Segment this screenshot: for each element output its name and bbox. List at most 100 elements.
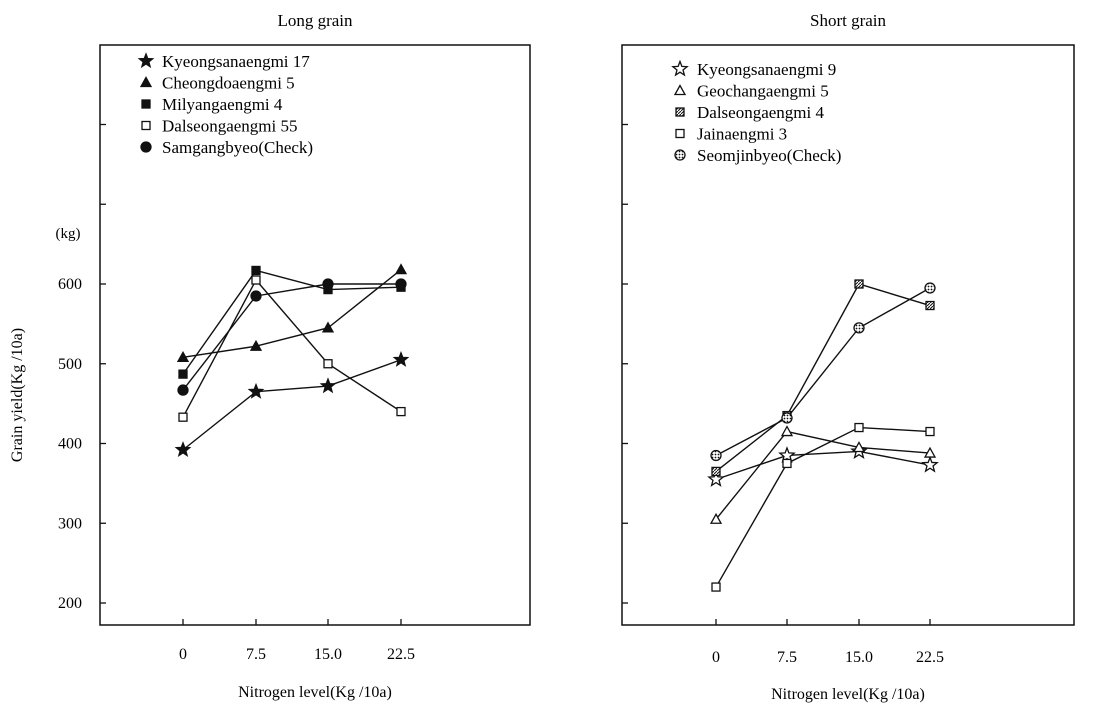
data-point [323, 359, 333, 369]
legend-label: Cheongdoaengmi 5 [162, 74, 295, 93]
data-point [174, 441, 192, 458]
data-point [251, 275, 261, 285]
x-tick-label: 15.0 [845, 649, 873, 666]
data-point [394, 263, 408, 275]
series-line [182, 269, 402, 375]
x-tick-label: 22.5 [916, 649, 944, 666]
series-line [715, 287, 931, 457]
y-axis-ticks [622, 123, 628, 604]
panel-short-grain: Short grain Nitrogen level(Kg /10a) 0 7.5… [621, 11, 1075, 703]
x-axis-title: Nitrogen level(Kg /10a) [771, 686, 925, 703]
legend-marker [674, 149, 686, 161]
x-tick-label: 0 [712, 649, 720, 666]
data-point [319, 377, 337, 394]
legend-label: Kyeongsanaengmi 17 [162, 52, 310, 71]
series-line [182, 269, 402, 359]
legend-label: Dalseongaengmi 4 [697, 103, 824, 122]
legend-label: Geochangaengmi 5 [697, 82, 829, 101]
legend-marker [671, 59, 689, 77]
chart-title: Long grain [277, 11, 353, 30]
series-line [182, 283, 401, 391]
data-point [780, 425, 794, 437]
x-tick-label: 22.5 [387, 646, 415, 663]
y-tick-label: 300 [58, 515, 82, 532]
x-tick-label: 7.5 [777, 649, 797, 666]
legend: Kyeongsanaengmi 17 Cheongdoaengmi 5 Milyan… [137, 52, 313, 157]
legend-marker [141, 120, 151, 131]
series-line [182, 278, 402, 418]
data-point [711, 582, 721, 592]
legend-marker [140, 141, 152, 153]
data-point [321, 321, 335, 333]
data-point [176, 351, 190, 363]
data-point [854, 422, 864, 433]
series-markers [174, 263, 410, 458]
y-tick-label: 400 [58, 436, 82, 453]
series-line [182, 359, 402, 451]
series-line [715, 283, 931, 472]
x-axis-ticks: 0 7.5 15.0 22.5 [179, 619, 415, 663]
data-point [396, 406, 406, 417]
series-line [715, 430, 931, 520]
data-point [925, 426, 935, 437]
legend-marker [675, 128, 685, 139]
y-tick-label: 500 [58, 356, 82, 373]
series-lines [715, 283, 931, 588]
chart-title: Short grain [810, 11, 887, 30]
data-point [853, 322, 865, 334]
x-tick-label: 7.5 [246, 646, 266, 663]
data-point [395, 278, 407, 290]
legend-label: Samgangbyeo(Check) [162, 138, 313, 157]
data-point [392, 350, 410, 367]
y-axis-title: Grain yield(Kg /10a) [9, 328, 26, 462]
data-point [778, 446, 796, 464]
data-point [781, 412, 793, 424]
legend-marker [137, 52, 155, 69]
data-point [925, 300, 935, 311]
x-axis-title: Nitrogen level(Kg /10a) [238, 684, 392, 701]
data-point [924, 282, 936, 294]
data-point [923, 446, 937, 458]
series-line [715, 426, 931, 588]
data-point [852, 441, 866, 453]
legend-label: Kyeongsanaengmi 9 [697, 60, 836, 79]
y-axis-ticks: 200 300 400 500 600 [58, 123, 106, 612]
series-line [715, 450, 931, 481]
legend-label: Milyangaengmi 4 [162, 95, 283, 114]
legend-marker [675, 107, 685, 117]
legend: Kyeongsanaengmi 9 Geochangaengmi 5 Dalseon… [671, 59, 841, 165]
plot-frame [621, 44, 1075, 626]
data-point [707, 470, 725, 487]
data-point [177, 384, 189, 396]
data-point [247, 382, 265, 399]
series-markers [707, 279, 939, 592]
x-tick-label: 15.0 [314, 646, 342, 663]
data-point [782, 458, 792, 469]
y-unit-label: (kg) [56, 226, 81, 242]
legend-label: Jainaengmi 3 [697, 125, 787, 144]
y-tick-label: 200 [58, 595, 82, 612]
panel-long-grain: Long grain (kg) Grain yield(Kg /10a) Nit… [9, 11, 531, 701]
data-point [250, 290, 262, 302]
legend-marker [141, 99, 151, 109]
data-point [322, 278, 334, 290]
data-point [178, 369, 188, 379]
data-point [249, 339, 263, 351]
legend-label: Dalseongaengmi 55 [162, 117, 298, 136]
x-tick-label: 0 [179, 646, 187, 663]
x-axis-ticks: 0 7.5 15.0 22.5 [712, 619, 944, 666]
data-point [854, 279, 864, 289]
y-tick-label: 600 [58, 276, 82, 293]
data-point [921, 455, 939, 473]
data-point [251, 265, 261, 276]
legend-label: Seomjinbyeo(Check) [697, 146, 841, 165]
series-lines [182, 269, 402, 451]
data-point [709, 512, 723, 524]
legend-marker [139, 76, 153, 88]
data-point [711, 466, 721, 477]
legend-marker [673, 84, 687, 96]
plot-frame [99, 44, 531, 626]
data-point [710, 449, 722, 462]
data-point [178, 412, 188, 422]
